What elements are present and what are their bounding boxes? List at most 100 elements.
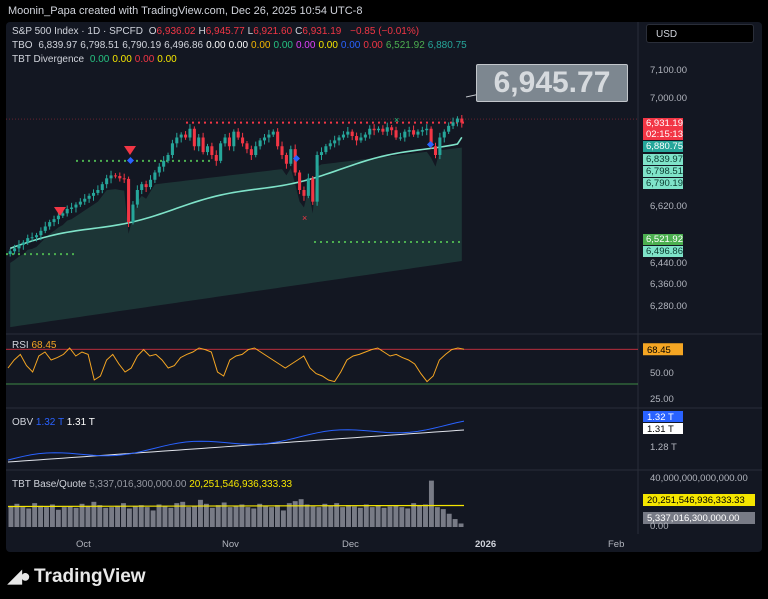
volume-bar: [91, 501, 97, 527]
candle-body: [214, 155, 218, 161]
volume-bar: [14, 503, 20, 527]
tbo-value: 0.00: [318, 40, 338, 51]
tbo-value: 6,839.97: [38, 40, 78, 51]
tbo-value: 0.00: [363, 40, 383, 51]
volume-bar: [310, 506, 316, 527]
volume-bar: [174, 503, 180, 527]
candle-body: [447, 125, 451, 132]
candle-body: [48, 222, 52, 227]
candle-body: [324, 146, 328, 153]
volume-bar: [38, 505, 44, 527]
volume-bar: [233, 506, 239, 527]
candle-body: [412, 130, 416, 135]
candle-body: [262, 137, 267, 141]
ohlc-key: C: [295, 26, 303, 37]
price-tag: 6,931.19: [643, 118, 683, 129]
volume-legend: TBT Base/Quote 5,337,016,300,000.00 20,2…: [12, 479, 292, 490]
volume-bar: [168, 507, 174, 527]
candle-body: [271, 131, 275, 135]
volume-name[interactable]: TBT Base/Quote: [12, 479, 87, 490]
sell-triangle-marker-early: [54, 207, 66, 216]
candle-body: [34, 235, 39, 238]
obv-legend: OBV 1.32 T 1.31 T: [12, 417, 95, 428]
price-tag: 6,839.97: [643, 154, 683, 165]
volume-bar: [20, 507, 26, 527]
volume-bar: [209, 507, 215, 527]
tbo-value: 6,880.75: [427, 40, 467, 51]
candle-body: [394, 130, 398, 138]
y-tick-7000: 7,000.00: [650, 93, 687, 104]
tbo-name[interactable]: TBO: [12, 40, 33, 51]
obv-signal-tag: [643, 423, 683, 434]
tbo-value: 6,798.51: [80, 40, 120, 51]
currency-selector[interactable]: USD: [646, 24, 754, 43]
candle-body: [65, 208, 69, 214]
x-tick-oct: Oct: [76, 539, 91, 550]
rsi-name[interactable]: RSI: [12, 340, 29, 351]
candle-body: [451, 122, 455, 126]
obv-signal-line: [7, 429, 465, 463]
symbol-label[interactable]: S&P 500 Index · 1D · SPCFD: [12, 26, 143, 37]
volume-bar: [274, 505, 280, 527]
ohlc-key: H: [198, 26, 206, 37]
price-tag: 6,521.92: [643, 234, 683, 245]
logo-mark-icon: ◢●: [8, 566, 31, 586]
candle-body: [241, 137, 245, 144]
candle-body: [131, 204, 135, 223]
price-tag: 6,496.86: [643, 246, 683, 257]
x-tick-feb: Feb: [608, 539, 625, 550]
obv-name[interactable]: OBV: [12, 417, 34, 428]
legend-divergence: TBT Divergence 0.00 0.00 0.00 0.00: [12, 54, 183, 65]
y-tick-7100: 7,100.00: [650, 65, 687, 76]
volume-bar: [417, 505, 423, 527]
candle-body: [385, 127, 389, 132]
candle-body: [197, 137, 201, 147]
chart-canvas[interactable]: ××68.451.32 T1.31 T20,251,546,936,333.33…: [6, 22, 762, 552]
volume-bar: [269, 507, 274, 527]
candle-body: [192, 128, 196, 147]
divergence-value: 0.00: [134, 54, 155, 65]
candle-body: [175, 137, 179, 144]
candle-body: [328, 143, 332, 147]
volume-value-1: 5,337,016,300,000.00: [89, 479, 187, 490]
volume-bar: [399, 507, 405, 527]
candle-body: [78, 201, 82, 205]
candle-body: [372, 128, 376, 131]
tradingview-logo[interactable]: ◢● TradingView: [8, 566, 146, 588]
tbo-value: 0.00: [206, 40, 226, 51]
candle-body: [403, 131, 407, 138]
diamond-marker: [426, 140, 435, 149]
candle-body: [122, 178, 126, 180]
volume-bar: [405, 508, 411, 527]
candle-body: [381, 128, 385, 132]
candle-body: [276, 131, 280, 147]
candle-body: [416, 131, 420, 135]
volume-bar: [245, 507, 251, 527]
volume-bar: [428, 480, 434, 527]
volume-signal-tag: [643, 494, 755, 506]
legend-tbo: TBO 6,839.97 6,798.51 6,790.19 6,496.86 0.00…: [12, 40, 473, 51]
volume-bar: [67, 506, 73, 527]
candle-body: [144, 184, 148, 188]
volume-signal-line: [7, 504, 465, 508]
chart-frame[interactable]: × × 68.45 1.32 T 1.31 T 20,251,546,936,333.33…: [6, 22, 762, 552]
volume-bar: [340, 507, 346, 527]
price-tag: 6,798.51: [643, 166, 683, 177]
volume-signal-tag-text: 20,251,546,936,333.33: [647, 495, 745, 506]
candle-body: [298, 172, 302, 190]
volume-bar: [109, 507, 115, 527]
volume-bar: [49, 504, 55, 527]
candle-body: [13, 248, 17, 252]
candle-body: [460, 118, 464, 123]
high-callout: 6,945.77: [476, 64, 628, 102]
volume-bar: [97, 505, 103, 527]
candle-body: [162, 160, 166, 167]
divergence-name[interactable]: TBT Divergence: [12, 54, 85, 65]
change-value: −0.85 (−0.01%): [350, 26, 420, 37]
divergence-values: 0.00 0.00 0.00 0.00: [90, 54, 180, 65]
volume-bar: [180, 501, 186, 527]
volume-bar: [32, 503, 38, 527]
candle-body: [100, 184, 104, 190]
obv-value-2: 1.31 T: [66, 417, 95, 428]
candle-body: [21, 242, 25, 245]
